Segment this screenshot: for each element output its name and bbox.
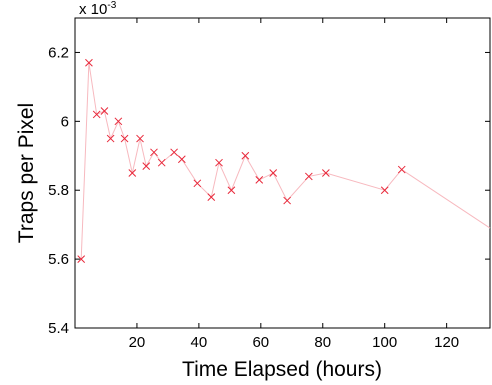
y-tick-label: 6.2 <box>48 44 69 61</box>
x-tick-label: 100 <box>372 334 397 351</box>
data-point <box>193 179 202 188</box>
data-point <box>322 169 330 177</box>
x-tick-label: 120 <box>434 334 459 351</box>
data-point <box>207 193 216 201</box>
data-point <box>177 155 186 164</box>
data-point <box>255 176 264 184</box>
x-tick-label: 60 <box>252 334 269 351</box>
x-axis-label: Time Elapsed (hours) <box>182 358 382 381</box>
data-point <box>215 158 223 167</box>
data-point <box>227 186 236 195</box>
data-point <box>170 148 178 157</box>
x-tick-label: 80 <box>314 334 331 351</box>
series-markers <box>77 58 406 263</box>
data-point <box>85 58 93 67</box>
data-point <box>114 117 123 126</box>
data-point <box>241 151 250 160</box>
data-point <box>380 186 389 195</box>
y-tick-label: 5.6 <box>48 251 69 268</box>
x-axis-ticks: 20 40 60 80 100 120 <box>129 18 459 351</box>
data-point <box>269 169 278 177</box>
plot-area <box>74 17 491 329</box>
data-point <box>150 148 158 157</box>
data-point <box>397 165 406 174</box>
data-point <box>142 162 151 170</box>
data-point <box>77 255 86 263</box>
data-point <box>100 107 109 115</box>
y-tick-label: 6 <box>61 113 69 130</box>
data-point <box>106 134 115 143</box>
data-point <box>283 196 291 205</box>
y-tick-label: 5.8 <box>48 182 69 199</box>
data-point <box>136 134 144 143</box>
data-point <box>92 110 101 119</box>
x-tick-label: 20 <box>129 334 146 351</box>
y-tick-label: 5.4 <box>48 320 69 337</box>
y-scale-label: x 10-3 <box>79 0 117 18</box>
data-point <box>128 169 137 177</box>
x-tick-label: 40 <box>191 334 208 351</box>
data-point <box>157 158 166 167</box>
y-axis-ticks: 5.4 5.6 5.8 6 6.2 <box>48 44 490 337</box>
y-axis-label: Traps per Pixel <box>15 103 38 243</box>
data-point <box>304 172 313 181</box>
data-point <box>120 134 129 143</box>
